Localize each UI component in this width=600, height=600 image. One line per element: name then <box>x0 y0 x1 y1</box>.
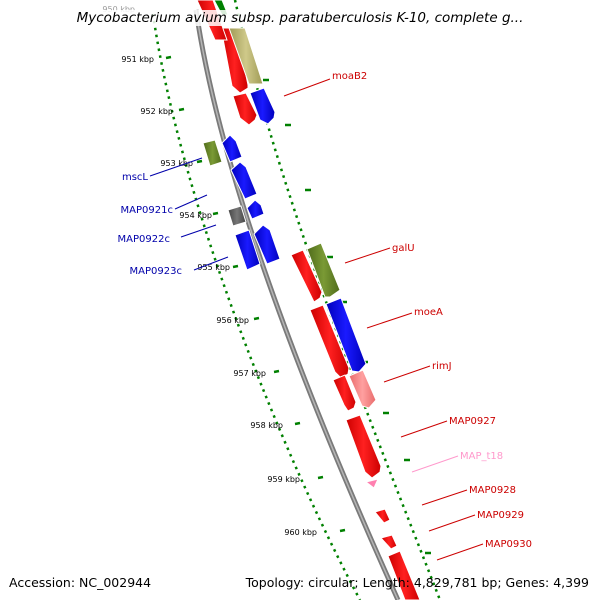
gene-arrow-blue[interactable] <box>249 87 276 125</box>
gene-label-MAP0923c[interactable]: MAP0923c <box>130 266 182 277</box>
gene-arrow-red[interactable] <box>374 508 391 524</box>
gene-arrow-blue[interactable] <box>253 224 281 265</box>
scale-labels: 950 kbp 951 kbp 952 kbp 953 kbp 954 kbp … <box>102 5 317 537</box>
scale-ticks <box>165 55 346 533</box>
gene-arrow-blue[interactable] <box>234 229 261 271</box>
gene-label-MAP_t18[interactable]: MAP_t18 <box>460 451 503 462</box>
gene-arrow-pink[interactable] <box>348 369 377 409</box>
reverse-label-leaders <box>149 157 229 271</box>
gene-arrow-blue[interactable] <box>246 199 265 220</box>
gene-arrow-red[interactable] <box>290 249 323 303</box>
scale-label: 952 kbp <box>140 107 173 116</box>
trna-arrow[interactable] <box>364 478 379 489</box>
gene-arrow-blue[interactable] <box>230 161 258 200</box>
map-title: Mycobacterium avium subsp. paratuberculo… <box>0 10 600 26</box>
gene-arrow-blue[interactable] <box>325 297 367 373</box>
gene-arrow-olive[interactable] <box>306 242 341 298</box>
gene-label-MAP0930[interactable]: MAP0930 <box>485 539 532 550</box>
gene-arrow-red[interactable] <box>309 304 350 379</box>
genome-info-text: Topology: circular; Length: 4,829,781 bp… <box>245 575 589 590</box>
gene-arrow-gray[interactable] <box>227 205 247 227</box>
scale-label: 955 kbp <box>197 263 230 272</box>
gene-arrow-red[interactable] <box>380 534 398 550</box>
gene-label-MAP0922c[interactable]: MAP0922c <box>118 234 170 245</box>
reverse-track-outer-line <box>151 13 362 600</box>
forward-genes <box>196 0 421 600</box>
gene-arrow-red[interactable] <box>345 414 382 479</box>
gene-label-galU[interactable]: galU <box>392 243 415 254</box>
scale-label: 951 kbp <box>121 55 154 64</box>
forward-gene-labels: moaB2 galU moeA rimJ MAP0927 MAP_t18 MAP… <box>332 71 532 550</box>
gene-label-moaB2[interactable]: moaB2 <box>332 71 367 82</box>
gene-arrow-red[interactable] <box>232 92 258 126</box>
gene-label-MAP0928[interactable]: MAP0928 <box>469 485 516 496</box>
scale-label: 957 kbp <box>233 369 266 378</box>
gene-label-rimJ[interactable]: rimJ <box>432 361 452 372</box>
gene-label-mscL[interactable]: mscL <box>122 172 148 183</box>
genome-backbone <box>193 9 401 600</box>
gene-label-MAP0927[interactable]: MAP0927 <box>449 416 496 427</box>
scale-label: 953 kbp <box>160 159 193 168</box>
scale-label: 950 kbp <box>102 5 135 14</box>
gene-label-MAP0921c[interactable]: MAP0921c <box>121 205 173 216</box>
scale-label: 956 kbp <box>216 316 249 325</box>
gene-arrow-olive[interactable] <box>202 139 223 167</box>
gene-arrow-khaki[interactable] <box>228 27 264 85</box>
forward-track-ticks <box>263 78 431 555</box>
reverse-genes <box>202 134 281 271</box>
forward-label-leaders <box>283 78 484 561</box>
accession-text: Accession: NC_002944 <box>9 575 152 590</box>
scale-label: 958 kbp <box>250 421 283 430</box>
gene-label-moeA[interactable]: moeA <box>414 307 443 318</box>
scale-label: 954 kbp <box>179 211 212 220</box>
gene-arrow-red[interactable] <box>387 550 421 600</box>
gene-arrow-red[interactable] <box>332 374 357 412</box>
scale-label: 960 kbp <box>284 528 317 537</box>
reverse-gene-labels: mscL MAP0921c MAP0922c MAP0923c <box>118 172 182 277</box>
gene-arrow-blue[interactable] <box>221 134 243 163</box>
scale-label: 959 kbp <box>267 475 300 484</box>
gene-label-MAP0929[interactable]: MAP0929 <box>477 510 524 521</box>
